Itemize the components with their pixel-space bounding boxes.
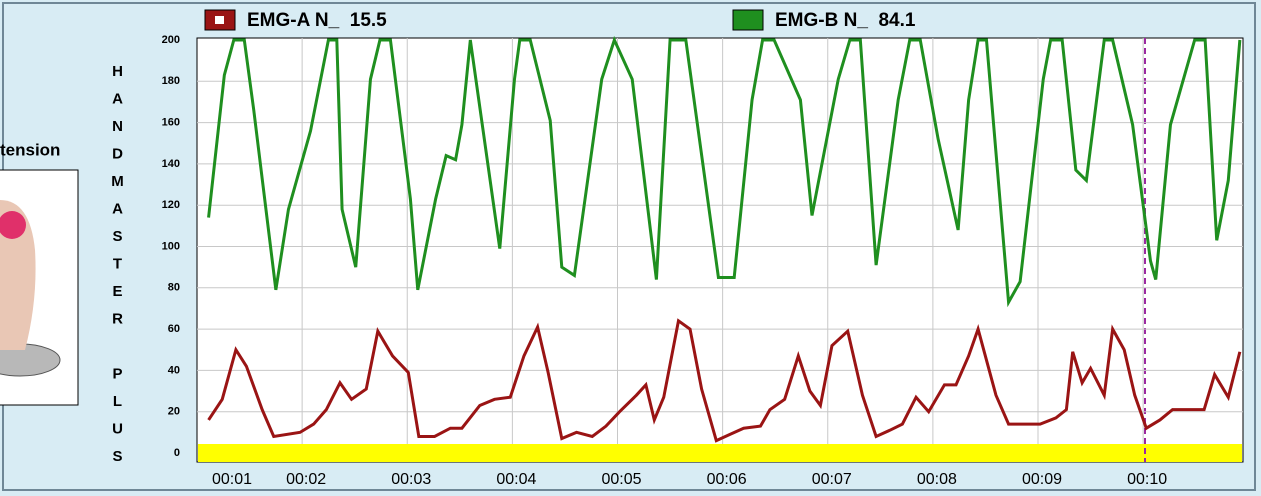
y-tick-label: 160 <box>162 117 180 129</box>
x-tick-label: 00:03 <box>391 471 431 488</box>
y-tick-label: 60 <box>168 323 180 335</box>
image-device <box>0 211 26 239</box>
x-tick-label: 00:07 <box>812 471 852 488</box>
baseline-band <box>198 444 1242 462</box>
y-tick-label: 120 <box>162 199 180 211</box>
y-tick-label: 80 <box>168 282 180 294</box>
x-tick-label: 00:10 <box>1127 471 1167 488</box>
x-tick-label: 00:06 <box>707 471 747 488</box>
side-label: HANDMASTER PLUS <box>109 63 126 476</box>
x-tick-label: 00:08 <box>917 471 957 488</box>
x-tick-label: 00:02 <box>286 471 326 488</box>
legend-swatch-dot <box>215 16 224 24</box>
y-tick-label: 180 <box>162 75 180 87</box>
x-tick-label: 00:05 <box>601 471 641 488</box>
side-caption: tension <box>0 140 60 159</box>
data-line <box>207 35 1242 308</box>
y-tick-label: 200 <box>162 34 180 46</box>
x-tick-label: 00:09 <box>1022 471 1062 488</box>
data-line <box>207 318 1242 443</box>
legend-swatch <box>732 9 764 31</box>
y-tick-label: 20 <box>168 406 180 418</box>
x-tick-label: 00:01 <box>212 471 252 488</box>
y-tick-label: 0 <box>174 447 180 459</box>
legend-label: EMG-B N_ 84.1 <box>775 10 916 31</box>
y-tick-label: 100 <box>162 240 180 252</box>
y-tick-label: 40 <box>168 364 180 376</box>
y-tick-label: 140 <box>162 158 180 170</box>
legend-label: EMG-A N_ 15.5 <box>247 10 387 31</box>
x-tick-label: 00:04 <box>496 471 536 488</box>
